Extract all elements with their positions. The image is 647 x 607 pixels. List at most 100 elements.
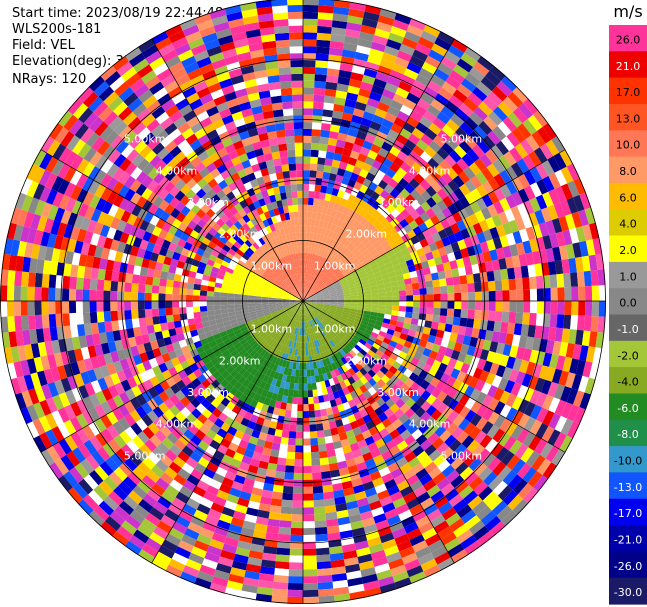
velocity-gate: [342, 550, 358, 560]
velocity-gate: [69, 416, 83, 432]
velocity-gate: [383, 231, 393, 241]
velocity-gate: [527, 324, 536, 338]
velocity-gate: [263, 286, 271, 291]
velocity-gate: [288, 361, 294, 369]
velocity-gate: [76, 173, 89, 189]
velocity-gate: [216, 353, 225, 362]
velocity-gate: [34, 301, 42, 316]
velocity-gate: [257, 313, 265, 319]
velocity-gate: [529, 197, 541, 213]
velocity-gate: [435, 380, 447, 391]
velocity-gate: [332, 266, 339, 274]
velocity-gate: [317, 19, 333, 28]
velocity-gate: [359, 445, 371, 456]
velocity-gate: [33, 229, 44, 246]
velocity-gate: [275, 365, 282, 373]
velocity-gate: [17, 375, 28, 393]
velocity-gate: [193, 289, 201, 296]
velocity-gate: [539, 143, 554, 160]
velocity-gate: [522, 119, 537, 135]
velocity-gate: [353, 396, 362, 406]
velocity-gate: [542, 462, 558, 480]
velocity-gate: [106, 227, 117, 240]
velocity-gate: [522, 154, 536, 171]
velocity-gate: [337, 321, 345, 328]
velocity-gate: [459, 275, 468, 285]
velocity-gate: [215, 466, 228, 478]
velocity-gate: [283, 294, 290, 298]
velocity-gate: [317, 205, 323, 214]
velocity-gate: [489, 362, 500, 375]
velocity-gate: [409, 571, 427, 584]
velocity-gate: [210, 213, 221, 223]
velocity-gate: [225, 267, 234, 274]
velocity-gate: [342, 386, 350, 396]
velocity-gate: [447, 543, 465, 558]
velocity-gate: [256, 247, 264, 255]
velocity-gate: [313, 309, 320, 314]
velocity-gate: [83, 266, 93, 279]
velocity-gate: [399, 43, 415, 56]
velocity-gate: [458, 196, 470, 208]
velocity-gate: [141, 175, 154, 188]
velocity-gate: [418, 369, 429, 380]
velocity-gate: [416, 491, 431, 504]
velocity-gate: [450, 475, 465, 489]
velocity-gate: [350, 306, 358, 310]
velocity-gate: [489, 249, 499, 261]
velocity-gate: [91, 450, 105, 466]
velocity-gate: [199, 306, 208, 312]
velocity-gate: [436, 263, 445, 273]
velocity-gate: [309, 302, 317, 304]
velocity-gate: [402, 418, 414, 430]
velocity-gate: [423, 86, 438, 99]
velocity-gate: [169, 394, 180, 405]
velocity-gate: [131, 309, 139, 319]
velocity-gate: [590, 270, 599, 286]
velocity-gate: [82, 396, 95, 411]
velocity-gate: [303, 541, 316, 549]
velocity-gate: [234, 229, 244, 238]
velocity-gate: [324, 342, 331, 351]
velocity-gate: [131, 204, 142, 217]
velocity-gate: [373, 137, 385, 148]
velocity-gate: [211, 344, 220, 353]
velocity-gate: [198, 456, 210, 468]
velocity-gate: [428, 350, 438, 360]
velocity-gate: [95, 155, 108, 170]
velocity-gate: [164, 387, 175, 399]
velocity-gate: [504, 208, 516, 222]
velocity-gate: [295, 438, 303, 446]
velocity-gate: [200, 203, 211, 214]
velocity-gate: [414, 216, 425, 226]
velocity-gate: [591, 301, 600, 317]
velocity-gate: [318, 330, 324, 338]
velocity-gate: [412, 256, 421, 265]
velocity-gate: [434, 37, 452, 51]
velocity-gate: [231, 481, 244, 491]
velocity-gate: [76, 158, 90, 174]
velocity-gate: [268, 455, 279, 465]
velocity-gate: [272, 324, 279, 331]
velocity-gate: [179, 396, 191, 407]
velocity-gate: [363, 372, 373, 382]
velocity-gate: [393, 434, 405, 446]
velocity-gate: [268, 302, 276, 305]
velocity-gate: [293, 472, 303, 480]
velocity-gate: [285, 375, 292, 383]
velocity-gate: [351, 65, 366, 75]
velocity-gate: [247, 298, 255, 301]
velocity-gate: [145, 512, 161, 527]
velocity-gate: [327, 312, 335, 317]
velocity-gate: [303, 589, 319, 598]
velocity-gate: [562, 229, 573, 246]
velocity-gate: [7, 270, 16, 286]
velocity-gate: [347, 436, 358, 446]
velocity-gate: [291, 275, 296, 283]
velocity-gate: [348, 513, 362, 524]
velocity-gate: [436, 477, 451, 491]
velocity-gate: [509, 244, 519, 257]
velocity-gate: [299, 328, 302, 336]
velocity-gate: [473, 61, 490, 77]
velocity-gate: [57, 110, 73, 127]
